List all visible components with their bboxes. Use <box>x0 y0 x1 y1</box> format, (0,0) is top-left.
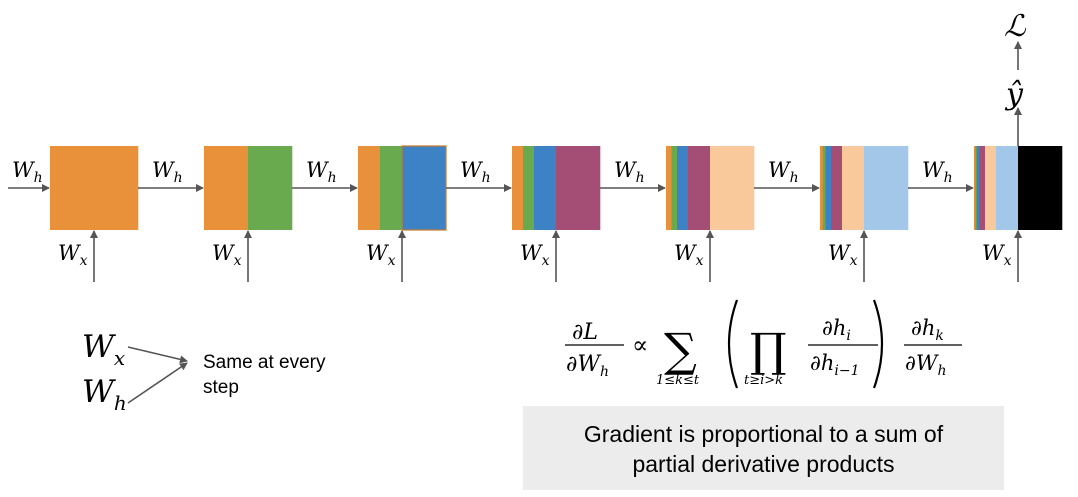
y-hat-label: ŷ <box>1004 77 1024 112</box>
cell-7-segment-orange <box>974 146 976 230</box>
wx-label-6: Wx <box>828 241 858 269</box>
rnn-cell-7 <box>974 146 1063 230</box>
gradient-formula: ∂L ∂Wh ∝ ∑ 1≤k≤t ∏ t≥i>k ∂hi ∂hi−1 ∂hk ∂… <box>565 299 962 389</box>
cell-6-segment-lightblue <box>864 146 909 230</box>
rnn-cell-3 <box>358 145 447 231</box>
cell-7-segment-peach <box>985 146 997 230</box>
cell-1-segment-orange <box>50 146 139 230</box>
product-symbol: ∏ <box>750 323 787 377</box>
wx-symbol: Wx <box>82 329 125 370</box>
frac1-numerator: ∂hi <box>822 316 851 344</box>
wx-label-1: Wx <box>58 241 88 269</box>
frac2-denominator: ∂Wh <box>905 351 946 379</box>
wh-label-2: Wh <box>152 158 183 186</box>
cell-6-segment-blue <box>825 146 832 230</box>
gradient-note-line1: Gradient is proportional to a sum of <box>583 421 944 447</box>
sum-limits: 1≤k≤t <box>656 373 700 388</box>
wh-label-5: Wh <box>614 158 645 186</box>
wh-pointer-arrow <box>127 362 188 404</box>
wh-label-4: Wh <box>460 158 491 186</box>
shared-weights-note: Wx Wh Same at every step <box>82 329 326 415</box>
rnn-labels: Wh Wx Wh Wx Wh Wx Wh Wx Wh Wx Wh Wx Wh Wx <box>12 158 1012 269</box>
loss-label: ℒ <box>1004 9 1027 44</box>
cell-2-segment-green <box>248 146 293 230</box>
right-paren <box>872 299 884 389</box>
lhs-denominator: ∂Wh <box>566 352 609 380</box>
product-limits: t≥i>k <box>744 373 783 388</box>
cell-3-segment-green <box>380 146 403 230</box>
wh-label-6: Wh <box>768 158 799 186</box>
sum-symbol: ∑ <box>664 323 697 377</box>
cell-6-segment-peach <box>842 146 865 230</box>
cell-7-segment-purple <box>979 146 986 230</box>
cell-3-segment-orange <box>358 146 381 230</box>
wx-label-3: Wx <box>366 241 396 269</box>
wh-label-3: Wh <box>306 158 337 186</box>
same-every-step-line1: Same at every <box>203 352 326 373</box>
lhs-numerator: ∂L <box>572 320 598 345</box>
cell-4-segment-blue <box>534 146 557 230</box>
cell-5-segment-blue <box>677 146 689 230</box>
cell-7-segment-black <box>1018 146 1063 230</box>
cell-5-segment-orange <box>666 146 672 230</box>
cell-6-segment-orange <box>820 146 824 230</box>
wh-label-7: Wh <box>922 158 953 186</box>
rnn-cell-6 <box>820 146 909 230</box>
cell-4-segment-orange <box>512 146 524 230</box>
wx-label-5: Wx <box>674 241 704 269</box>
cell-4-segment-green <box>523 146 535 230</box>
rnn-arrows <box>8 184 1022 282</box>
rnn-cell-1 <box>50 146 139 230</box>
wx-label-2: Wx <box>212 241 242 269</box>
same-every-step-line2: step <box>203 377 239 398</box>
cell-3-segment-blue <box>402 146 447 230</box>
cell-7-segment-blue <box>976 146 980 230</box>
frac1-denominator: ∂hi−1 <box>810 351 860 379</box>
rnn-cells <box>50 145 1063 231</box>
cell-7-segment-green <box>975 146 978 230</box>
rnn-cell-5 <box>666 146 755 230</box>
wh-symbol: Wh <box>82 374 127 415</box>
frac2-numerator: ∂hk <box>911 316 944 344</box>
cell-6-segment-green <box>822 146 826 230</box>
wx-pointer-arrow <box>127 346 188 364</box>
wx-label-4: Wx <box>520 241 550 269</box>
proportional-symbol: ∝ <box>632 331 648 359</box>
cell-5-segment-purple <box>688 146 711 230</box>
cell-5-segment-peach <box>710 146 755 230</box>
output-chain: ŷ ℒ <box>1004 9 1027 146</box>
wh-label-1: Wh <box>12 158 43 186</box>
gradient-note-box: Gradient is proportional to a sum of par… <box>523 406 1004 490</box>
left-paren <box>727 299 739 389</box>
cell-4-segment-purple <box>556 146 601 230</box>
gradient-note-line2: partial derivative products <box>632 451 895 477</box>
rnn-cell-2 <box>204 146 293 230</box>
rnn-cell-4 <box>512 146 601 230</box>
cell-6-segment-purple <box>831 146 843 230</box>
cell-2-segment-orange <box>204 146 249 230</box>
cell-5-segment-green <box>671 146 678 230</box>
wx-label-7: Wx <box>982 241 1012 269</box>
cell-7-segment-lightblue <box>996 146 1019 230</box>
